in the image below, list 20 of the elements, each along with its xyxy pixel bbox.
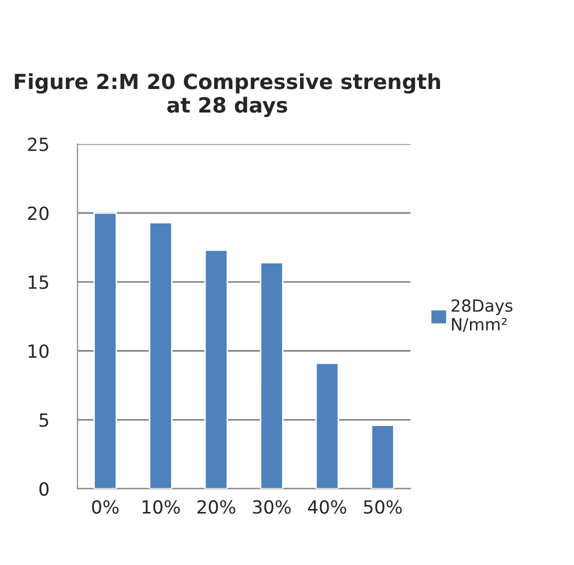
chart-title: Figure 2:M 20 Compressive strength at 28 days	[14, 73, 440, 118]
bar	[148, 222, 173, 489]
x-tick-label: 30%	[253, 500, 291, 514]
legend-label: 28Days N/mm²	[452, 299, 512, 332]
x-tick-label: 10%	[142, 500, 180, 514]
y-tick-label: 25	[28, 138, 48, 152]
y-tick-label: 5	[40, 413, 48, 427]
x-tick-label: 40%	[308, 500, 346, 514]
x-tick-label: 20%	[197, 500, 236, 514]
y-tick-label: 0	[39, 482, 49, 496]
x-tick-label: 50%	[364, 500, 402, 514]
y-tick-label: 15	[28, 276, 48, 290]
bar	[204, 250, 228, 489]
bar	[93, 212, 118, 489]
bar	[315, 362, 339, 489]
bar	[260, 262, 284, 489]
x-tick-label: 0%	[92, 500, 119, 514]
y-tick-label: 20	[28, 206, 49, 220]
bar	[370, 424, 394, 489]
y-tick-label: 10	[28, 344, 49, 358]
